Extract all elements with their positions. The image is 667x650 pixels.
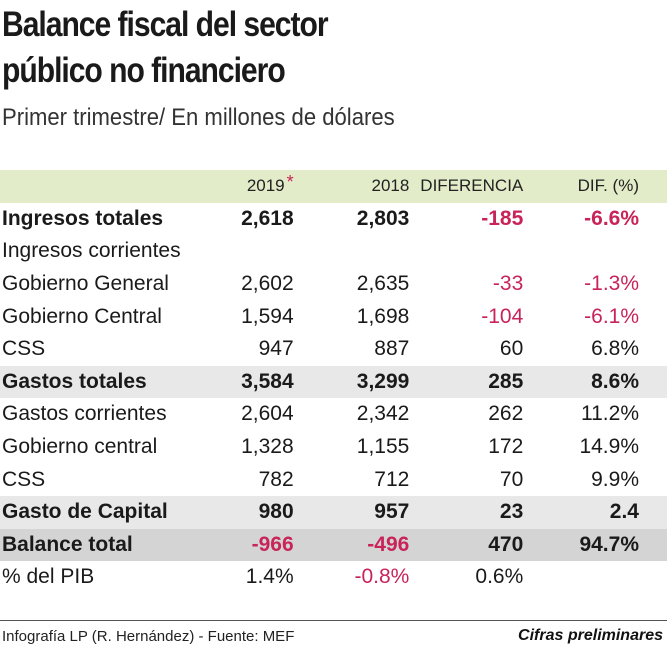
row-label: % del PIB: [2, 565, 95, 589]
footer-divider: [0, 620, 667, 621]
value-2018: 957: [374, 500, 410, 524]
value-2018: -0.8%: [354, 565, 410, 589]
value-2018: 3,299: [356, 369, 410, 393]
table-row: Balance total -966 -496 470 94.7%: [0, 528, 667, 562]
value-dif-pct: 2.4: [609, 500, 639, 524]
value-2018: 1,155: [356, 435, 410, 459]
row-label: CSS: [2, 467, 46, 491]
subtitle: Primer trimestre/ En millones de dólares: [2, 104, 395, 131]
value-diferencia: 262: [488, 402, 524, 426]
value-dif-pct: 6.8%: [591, 337, 639, 361]
value-2018: 712: [374, 467, 410, 491]
value-diferencia: 23: [499, 500, 524, 524]
row-label: Ingresos corrientes: [2, 239, 181, 263]
title-line-2: público no financiero: [2, 51, 286, 90]
value-diferencia: 285: [488, 369, 524, 393]
value-2019: 2,604: [241, 402, 294, 426]
table-header-row: 2019 * 2018 DIFERENCIA DIF. (%): [0, 170, 667, 203]
value-2019: 1,328: [241, 435, 294, 459]
header-diferencia: DIFERENCIA: [420, 176, 524, 196]
value-2019: 2,618: [241, 206, 294, 230]
value-diferencia: 0.6%: [475, 565, 524, 589]
row-label: Gastos corrientes: [2, 402, 167, 426]
value-2018: 887: [374, 337, 410, 361]
value-diferencia: 60: [499, 337, 524, 361]
row-label: Gastos totales: [2, 369, 147, 393]
value-2018: -496: [367, 532, 410, 556]
value-2019: 2,602: [241, 272, 294, 296]
value-dif-pct: 9.9%: [591, 467, 639, 491]
table-row: Gobierno General 2,602 2,635 -33 -1.3%: [0, 268, 667, 301]
fiscal-balance-table: 2019 * 2018 DIFERENCIA DIF. (%) Ingresos …: [0, 170, 667, 594]
asterisk-mark: *: [286, 171, 294, 192]
value-2018: [294, 235, 410, 268]
value-2018: 2,635: [356, 272, 410, 296]
table-row: Gastos corrientes 2,604 2,342 262 11.2%: [0, 398, 667, 431]
row-label: Ingresos totales: [2, 206, 164, 230]
value-diferencia: -33: [492, 272, 524, 296]
value-2018: 2,342: [356, 402, 410, 426]
table-row: CSS 782 712 70 9.9%: [0, 463, 667, 496]
row-label: Gasto de Capital: [2, 500, 168, 524]
row-label: Gobierno General: [2, 272, 169, 296]
value-diferencia: 470: [488, 532, 524, 556]
value-2019: -966: [251, 532, 294, 556]
page-title: Balance fiscal del sector público no fin…: [2, 2, 329, 94]
table-row: Ingresos totales 2,618 2,803 -185 -6.6%: [0, 203, 667, 236]
header-dif-pct: DIF. (%): [577, 176, 639, 196]
value-diferencia: [409, 235, 523, 268]
value-2019: 782: [258, 467, 294, 491]
credit-text: Infografía LP (R. Hernández) - Fuente: M…: [2, 628, 295, 645]
value-2019: 947: [258, 337, 294, 361]
value-2019: 1,594: [241, 304, 294, 328]
value-dif-pct: 94.7%: [579, 532, 639, 556]
value-dif-pct: 14.9%: [579, 435, 639, 459]
value-diferencia: 70: [499, 467, 524, 491]
value-2018: 1,698: [356, 304, 410, 328]
value-dif-pct: [523, 561, 667, 594]
table-row: Ingresos corrientes: [0, 235, 667, 268]
title-line-1: Balance fiscal del sector: [2, 5, 329, 44]
header-2019-text: 2019: [246, 175, 285, 195]
value-dif-pct: -6.6%: [584, 206, 639, 230]
table-row: Gobierno Central 1,594 1,698 -104 -6.1%: [0, 300, 667, 333]
row-label: Gobierno Central: [2, 304, 162, 328]
table-row: Gobierno central 1,328 1,155 172 14.9%: [0, 431, 667, 464]
row-label: CSS: [2, 337, 46, 361]
value-2019: 1.4%: [245, 565, 294, 589]
row-label: Gobierno central: [2, 435, 158, 459]
value-2018: 2,803: [356, 206, 410, 230]
header-2018: 2018: [371, 176, 410, 196]
table-row: Gasto de Capital 980 957 23 2.4: [0, 495, 667, 529]
header-label: [0, 170, 202, 203]
value-2019: 980: [258, 500, 294, 524]
header-2019: 2019 *: [202, 170, 294, 203]
row-label: Balance total: [2, 532, 133, 556]
value-dif-pct: 11.2%: [581, 402, 639, 426]
value-2019: [202, 235, 294, 268]
value-dif-pct: -1.3%: [584, 272, 639, 296]
table-row: % del PIB 1.4% -0.8% 0.6%: [0, 561, 667, 594]
value-dif-pct: 8.6%: [591, 369, 639, 393]
table-row: CSS 947 887 60 6.8%: [0, 333, 667, 366]
value-dif-pct: [523, 235, 667, 268]
value-diferencia: 172: [488, 435, 524, 459]
value-diferencia: -104: [481, 304, 524, 328]
table-row: Gastos totales 3,584 3,299 285 8.6%: [0, 365, 667, 399]
value-2019: 3,584: [241, 369, 294, 393]
value-diferencia: -185: [481, 206, 524, 230]
value-dif-pct: -6.1%: [584, 304, 639, 328]
preliminary-note: Cifras preliminares: [518, 627, 663, 644]
